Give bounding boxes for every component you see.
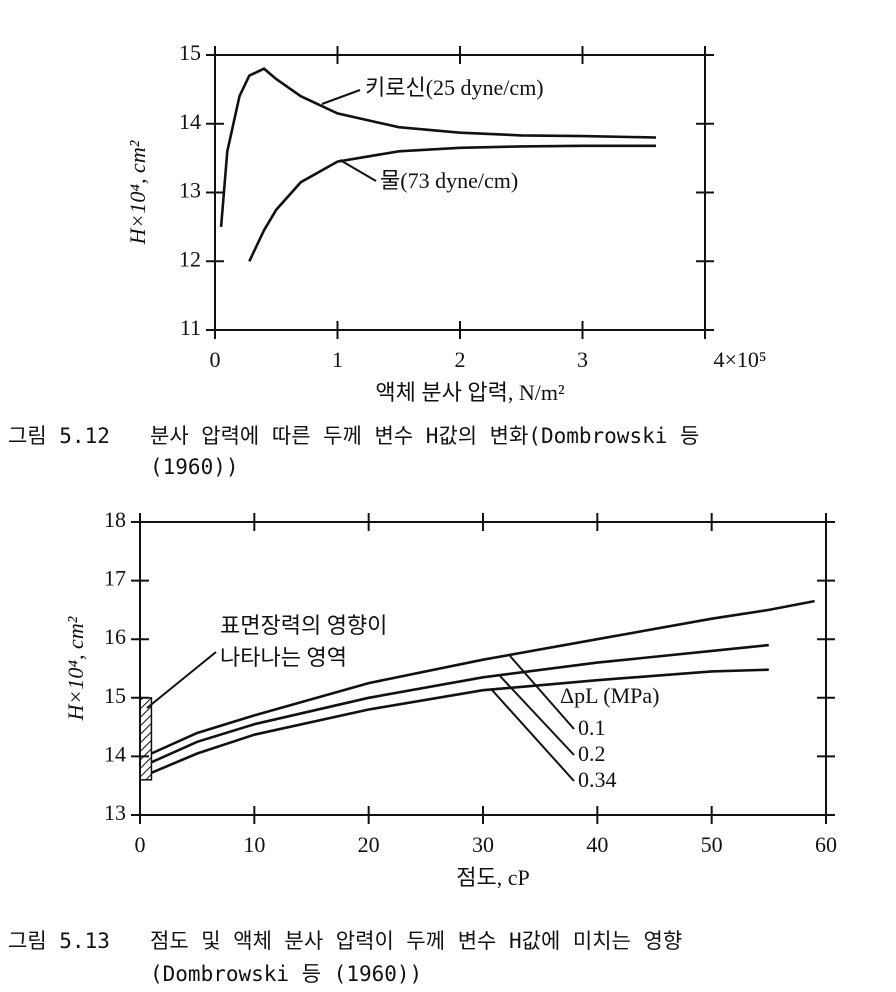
x-tick-label: 30 <box>472 832 494 857</box>
x-tick-label: 20 <box>358 832 380 857</box>
annotation: 표면장력의 영향이 <box>220 613 387 638</box>
x-tick-label: 0 <box>135 832 146 857</box>
label-leader <box>491 689 575 782</box>
x-axis-label: 점도, cP <box>456 865 529 890</box>
annotation-leader <box>146 651 217 709</box>
caption-number: 그림 5.13 <box>8 929 110 953</box>
x-tick-label: 60 <box>815 832 837 857</box>
series-label: 0.2 <box>578 741 606 766</box>
caption-number: 그림 5.12 <box>8 424 110 448</box>
annotation: 나타나는 영역 <box>220 645 347 670</box>
y-axis-label: H×10⁴, cm² <box>125 140 150 245</box>
series-line <box>248 144 656 262</box>
y-tick-label: 15 <box>179 40 201 65</box>
legend-title: ΔpL (MPa) <box>560 683 659 708</box>
y-tick-label: 17 <box>104 566 126 591</box>
y-tick-label: 11 <box>180 315 201 340</box>
x-tick-label: 0 <box>210 347 221 372</box>
series-line <box>150 643 769 764</box>
series-label: 0.34 <box>578 767 617 792</box>
caption: 분사 압력에 따른 두께 변수 H값의 변화(Dombrowski 등 <box>150 424 699 448</box>
series-line <box>150 668 769 774</box>
y-tick-label: 12 <box>179 246 201 271</box>
x-tick-label: 1 <box>332 347 343 372</box>
y-tick-label: 14 <box>104 741 126 766</box>
y-tick-label: 13 <box>104 800 126 825</box>
series-label: 0.1 <box>578 715 606 740</box>
label-leader <box>321 89 361 105</box>
y-tick-label: 13 <box>179 178 201 203</box>
x-tick-label: 2 <box>455 347 466 372</box>
series-label: 키로신(25 dyne/cm) <box>365 75 544 100</box>
y-tick-label: 15 <box>104 683 126 708</box>
y-tick-label: 14 <box>179 109 201 134</box>
x-tick-label: 50 <box>701 832 723 857</box>
x-tick-label: 10 <box>243 832 265 857</box>
y-axis-label: H×10⁴, cm² <box>63 616 88 721</box>
label-leader <box>509 655 575 730</box>
y-tick-label: 18 <box>104 507 126 532</box>
caption: 점도 및 액체 분사 압력이 두께 변수 H값에 미치는 영향 <box>150 929 682 953</box>
y-tick-label: 16 <box>104 624 126 649</box>
shaded-region <box>139 697 153 781</box>
label-leader <box>339 159 377 182</box>
x-axis-label: 액체 분사 압력, N/m² <box>375 380 565 405</box>
x-tick-label: 40 <box>586 832 608 857</box>
label-leader <box>499 675 575 756</box>
series-line <box>219 67 657 228</box>
x-tick-label: 3 <box>577 347 588 372</box>
caption: (1960)) <box>150 455 239 479</box>
x-tick-label: 4×10⁵ <box>713 347 766 372</box>
caption: (Dombrowski 등 (1960)) <box>150 962 422 986</box>
series-label: 물(73 dyne/cm) <box>380 168 518 193</box>
series-line <box>150 599 815 755</box>
